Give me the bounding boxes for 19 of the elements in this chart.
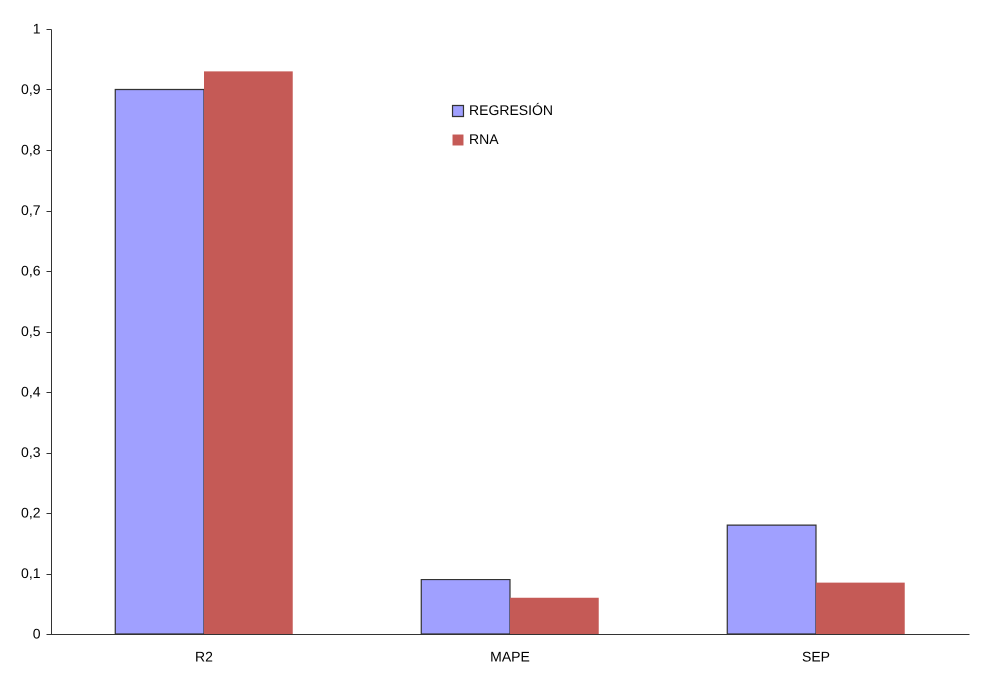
y-tick-label: 1: [32, 20, 41, 36]
y-tick-label: 0,5: [21, 323, 41, 339]
x-tick-label: SEP: [802, 648, 830, 664]
y-tick-label: 0: [32, 626, 41, 642]
y-tick-label: 0,4: [21, 384, 41, 400]
y-tick-label: 0,2: [21, 504, 41, 520]
y-tick-label: 0,7: [21, 202, 41, 218]
bar: [816, 582, 905, 634]
y-tick-label: 0,6: [21, 262, 41, 278]
legend-label: REGRESIÓN: [469, 102, 554, 118]
x-tick-label: MAPE: [490, 648, 530, 664]
y-tick-label: 0,9: [21, 81, 41, 97]
y-tick-label: 0,1: [21, 565, 41, 581]
y-tick-label: 0,3: [21, 444, 41, 460]
x-tick-label: R2: [195, 648, 214, 664]
y-tick-label: 0,8: [21, 142, 41, 158]
bar: [204, 71, 293, 634]
bar: [510, 598, 599, 634]
legend-label: RNA: [469, 131, 500, 147]
